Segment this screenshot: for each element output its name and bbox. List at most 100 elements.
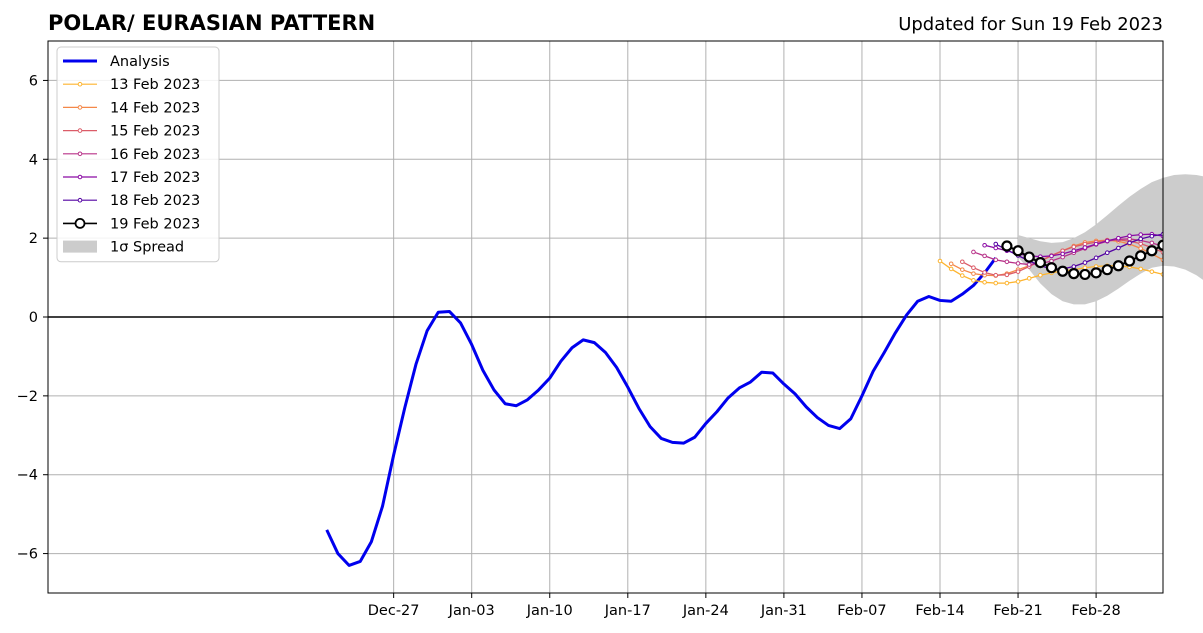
y-axis: 6 4 2 0 −2 −4 −6 [17, 73, 48, 563]
forecast-point [1149, 240, 1155, 246]
forecast-point [1001, 240, 1013, 252]
forecast-point [960, 273, 965, 278]
legend-label: 19 Feb 2023 [110, 216, 200, 232]
forecast-point [1138, 236, 1143, 242]
y-tick-label: −4 [17, 468, 38, 484]
forecast-point [1079, 268, 1091, 281]
forecast-point [971, 249, 976, 255]
forecast-point [1015, 279, 1021, 284]
forecast-point [993, 272, 999, 278]
forecast-point [1023, 251, 1035, 263]
updated-label: Updated for Sun 19 Feb 2023 [898, 14, 1163, 35]
y-tick-label: −2 [17, 389, 38, 405]
legend-label: 16 Feb 2023 [110, 147, 200, 163]
forecast-point [982, 253, 987, 259]
forecast-point [1015, 269, 1021, 274]
forecast-point [1026, 276, 1032, 281]
forecast-point [1149, 233, 1155, 239]
forecast-point [1138, 246, 1143, 251]
legend-marker [77, 81, 83, 87]
x-axis: Dec-27 Jan-03 Jan-10 Jan-17 Jan-24 Jan-31 Feb-… [368, 593, 1121, 619]
forecast-point [1071, 244, 1077, 250]
forecast-point [971, 265, 976, 271]
forecast-point [1123, 255, 1136, 267]
legend-label: 14 Feb 2023 [110, 100, 200, 116]
x-tick-label: Jan-03 [448, 603, 495, 619]
legend-label: 18 Feb 2023 [110, 193, 200, 209]
legend-marker [77, 128, 83, 133]
forecast-point [948, 266, 954, 272]
forecast-point [1172, 275, 1176, 279]
chart-title: POLAR/ EURASIAN PATTERN [48, 11, 375, 35]
forecast-point [982, 280, 987, 285]
legend-box [56, 46, 220, 263]
forecast-line [1006, 244, 1163, 276]
forecast-point [960, 267, 965, 272]
forecast-point [1116, 235, 1121, 241]
forecast-point [1127, 233, 1132, 239]
forecast-point [1068, 268, 1080, 280]
forecast-point [1082, 260, 1088, 265]
legend-label: Analysis [110, 54, 170, 70]
forecast-point [1004, 259, 1010, 265]
legend-marker [77, 197, 83, 203]
legend-label: 15 Feb 2023 [110, 124, 200, 140]
forecast-point [971, 278, 976, 283]
forecast-point [1082, 245, 1088, 250]
y-tick-label: 6 [29, 73, 38, 89]
x-tick-label: Jan-31 [760, 603, 807, 619]
forecast-point [1038, 272, 1043, 278]
y-tick-label: 0 [29, 310, 38, 326]
forecast-series [1001, 239, 1163, 281]
forecast-point [1116, 245, 1121, 251]
series [325, 231, 1199, 567]
forecast-point [1195, 281, 1199, 285]
x-tick-label: Dec-27 [368, 603, 420, 619]
forecast-point [993, 257, 999, 263]
forecast-point [1146, 245, 1158, 257]
forecast-point [1049, 253, 1054, 259]
forecast-point [1093, 241, 1099, 247]
forecast-point [1104, 250, 1110, 256]
forecast-point [1135, 250, 1147, 262]
forecast-point [982, 270, 987, 275]
analysis-line [325, 256, 997, 567]
legend-label: 17 Feb 2023 [110, 170, 200, 186]
forecast-point [1112, 260, 1125, 272]
forecast-point [993, 280, 999, 286]
legend-label: 13 Feb 2023 [110, 77, 200, 93]
forecast-line [984, 233, 1163, 258]
forecast-point [937, 258, 943, 264]
forecast-point [1045, 262, 1058, 274]
x-tick-label: Jan-24 [682, 603, 729, 619]
forecast-point [1034, 256, 1046, 269]
legend-label: 1σ Spread [110, 240, 184, 256]
y-tick-label: 4 [29, 152, 38, 168]
forecast-point [982, 242, 987, 248]
forecast-point [1104, 238, 1110, 244]
x-tick-label: Feb-14 [915, 603, 964, 619]
legend: Analysis 13 Feb 2023 14 Feb 2023 15 Feb 202… [56, 46, 220, 263]
forecast-point [1138, 232, 1143, 237]
forecast-point [1004, 280, 1010, 286]
forecast-point [993, 245, 999, 251]
forecast-point [948, 261, 954, 267]
forecast-point [1157, 239, 1163, 251]
forecast-point [1149, 269, 1155, 274]
forecast-point [1004, 272, 1010, 278]
forecast-point [971, 271, 976, 276]
y-tick-label: −6 [17, 547, 38, 563]
forecast-point [960, 259, 965, 265]
forecast-point [1184, 278, 1188, 282]
legend-swatch [63, 240, 97, 253]
forecast-point [1060, 251, 1065, 257]
y-tick-label: 2 [29, 231, 38, 247]
forecast-point [1071, 248, 1077, 254]
forecast-point [1015, 261, 1021, 266]
forecast-point [1012, 245, 1024, 257]
legend-marker [77, 151, 83, 157]
x-tick-label: Jan-17 [604, 603, 651, 619]
x-tick-label: Feb-21 [993, 603, 1042, 619]
x-tick-label: Feb-28 [1071, 603, 1120, 619]
